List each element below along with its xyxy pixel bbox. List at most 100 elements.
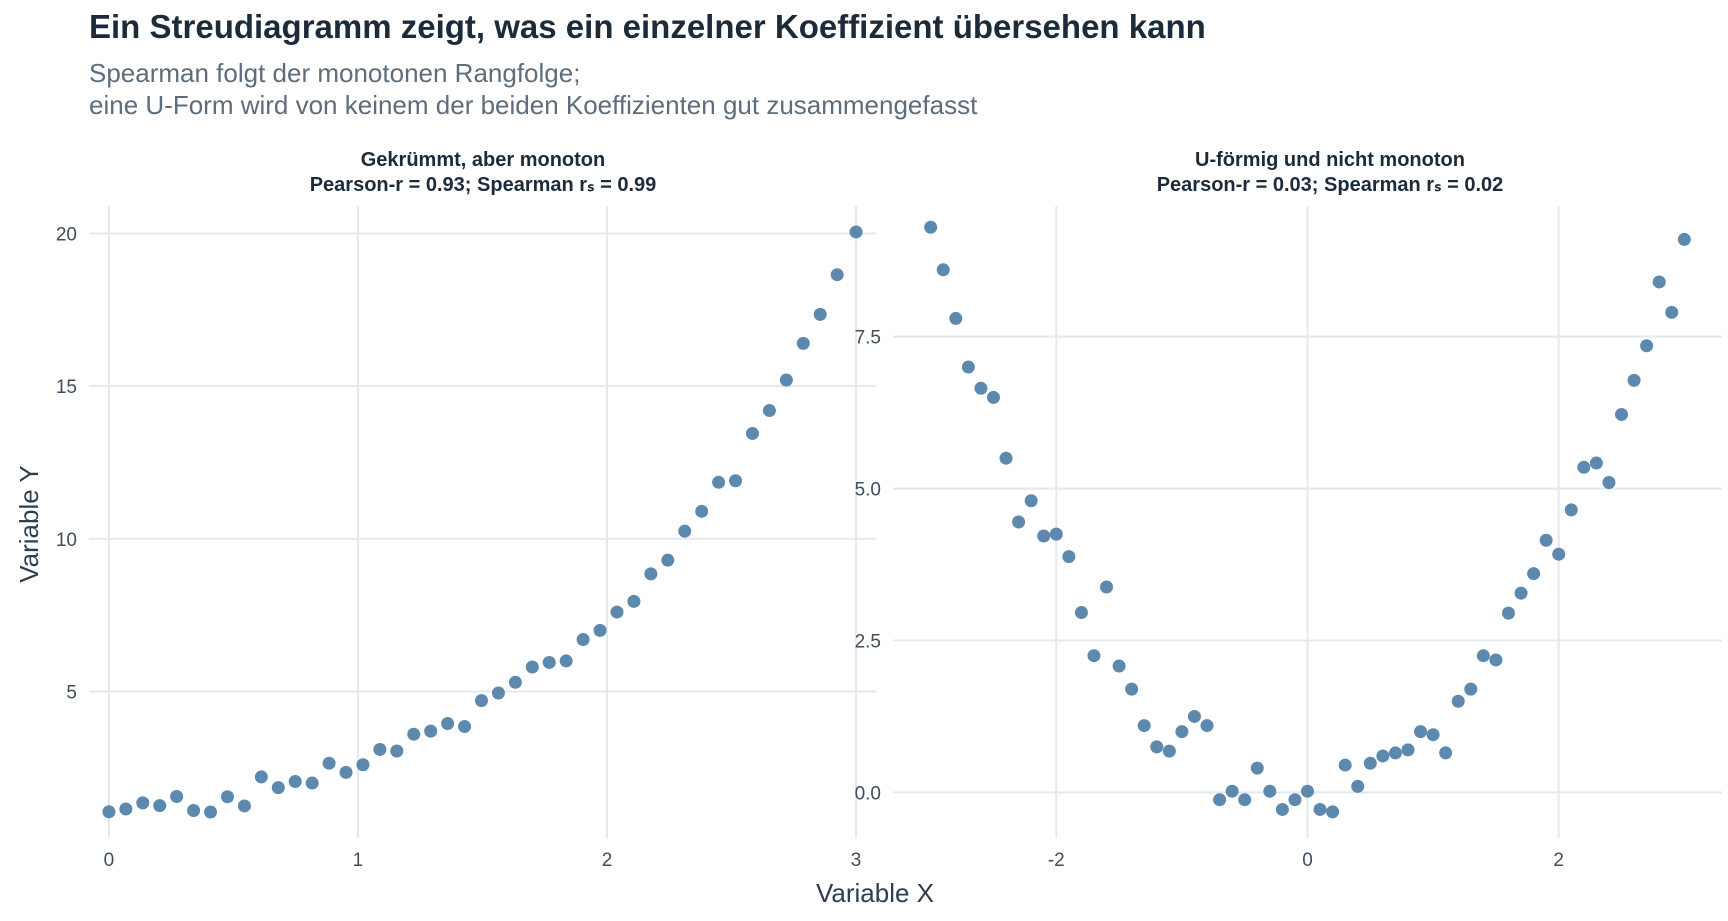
facet-1-data-point (830, 268, 844, 282)
facet-1-data-point (610, 605, 624, 619)
facet-1-y-tick-label: 15 (56, 377, 77, 398)
facet-1-data-point (220, 790, 234, 804)
facet-2-data-point (1426, 728, 1440, 742)
facet-2-data-point (1338, 758, 1352, 772)
facet-2-data-point (1351, 779, 1365, 793)
facet-2-y-tick-label: 2.5 (855, 632, 881, 653)
facet-1-data-point (491, 686, 505, 700)
facet-2-data-point (1451, 694, 1465, 708)
facet-2-data-point (1388, 746, 1402, 760)
facet-2-data-point (1539, 533, 1553, 547)
facet-2-data-point (1665, 305, 1679, 319)
facet-1-data-point (153, 799, 167, 813)
facet-1-data-point (170, 789, 184, 803)
facet-2-data-point (1062, 550, 1076, 564)
facet-2-data-point (1175, 725, 1189, 739)
facet-1-data-point (695, 504, 709, 518)
facet-2-data-point (1087, 649, 1101, 663)
facet-1-data-point (627, 594, 641, 608)
facet-2-data-point (1024, 494, 1038, 508)
facet-1-data-point (407, 727, 421, 741)
facet-1-data-point (593, 623, 607, 637)
facet-1-x-tick-label: 2 (602, 850, 613, 871)
facet-1-data-point (678, 524, 692, 538)
facet-2-title-line-1: U-förmig und nicht monoton (1195, 149, 1465, 171)
facet-1-data-point (779, 373, 793, 387)
facet-2-data-point (1326, 805, 1340, 819)
facet-1-data-point (796, 336, 810, 350)
chart-subtitle-line-1: Spearman folgt der monotonen Rangfolge; (89, 58, 581, 88)
facet-1-x-tick-label: 3 (851, 850, 862, 871)
facet-2-data-point (1313, 802, 1327, 816)
facet-1-y-tick-label: 10 (56, 530, 77, 551)
facet-1-title-line-2: Pearson-r = 0.93; Spearman rₛ = 0.99 (310, 174, 657, 196)
facet-2-data-point (1640, 339, 1654, 353)
facet-1-data-point (729, 474, 743, 488)
y-axis-title: Variable Y (14, 465, 44, 583)
facet-1-data-point (271, 781, 285, 795)
facet-1-data-point (542, 655, 556, 669)
facet-1-x-tick-label: 1 (353, 850, 364, 871)
facet-2-data-point (1615, 407, 1629, 421)
facet-1-data-point (525, 660, 539, 674)
facet-2-data-point (1439, 746, 1453, 760)
facet-1-title-line-1: Gekrümmt, aber monoton (361, 149, 605, 171)
facet-2-data-point (1652, 275, 1666, 289)
facet-1-data-point (339, 765, 353, 779)
facet-1-data-point (390, 744, 404, 758)
facet-2-data-point (949, 311, 963, 325)
facet-2-data-point (961, 360, 975, 374)
facet-2-y-tick-label: 0.0 (855, 783, 881, 804)
chart-subtitle-line-2: eine U-Form wird von keinem der beiden K… (89, 90, 978, 120)
facet-2-data-point (1464, 682, 1478, 696)
facet-1-data-point (305, 776, 319, 790)
facet-1-data-point (712, 475, 726, 489)
facet-1-data-point (762, 404, 776, 418)
facet-2-data-point (1363, 756, 1377, 770)
facet-2-data-point (1514, 586, 1528, 600)
facet-2-data-point (1677, 232, 1691, 246)
facet-2-data-point (1074, 606, 1088, 620)
grid-layer (89, 206, 1722, 838)
facet-1-data-point (373, 742, 387, 756)
facet-2-data-point (1275, 802, 1289, 816)
facet-2-data-point (1414, 725, 1428, 739)
facet-1-data-point (813, 307, 827, 321)
facet-1-y-tick-label: 20 (56, 224, 77, 245)
facet-2-data-point (1100, 580, 1114, 594)
facet-1-data-point (237, 799, 251, 813)
facet-2-data-point (1527, 567, 1541, 581)
facet-2-data-point (1238, 793, 1252, 807)
facet-2-x-tick-label: -2 (1048, 850, 1065, 871)
facet-2-title-line-2: Pearson-r = 0.03; Spearman rₛ = 0.02 (1157, 174, 1504, 196)
facet-2-data-point (1589, 456, 1603, 470)
facet-1-data-point (849, 225, 863, 239)
facet-1-data-point (475, 694, 489, 708)
facet-2-data-point (924, 220, 938, 234)
x-axis-title: Variable X (816, 878, 934, 908)
point-layer (102, 220, 1691, 819)
facet-2-data-point (1162, 744, 1176, 758)
facet-1-data-point (661, 553, 675, 567)
facet-1-data-point (187, 804, 201, 818)
facet-2-data-point (1602, 476, 1616, 489)
facet-2-data-point (1250, 761, 1264, 775)
facet-1-x-tick-label: 0 (104, 850, 115, 871)
facet-2-data-point (974, 381, 988, 395)
facet-2-data-point (1225, 784, 1239, 798)
facet-2-data-point (1564, 503, 1578, 517)
facet-2-data-point (1301, 784, 1314, 798)
facet-1-data-point (204, 805, 218, 819)
chart-title: Ein Streudiagramm zeigt, was ein einzeln… (89, 8, 1206, 45)
facet-2-data-point (1288, 793, 1302, 807)
tick-layer: 0 1 2 3 5 10 15 20 -2 0 2 0.0 2.5 5.0 7.5 (56, 224, 1564, 871)
facet-2-data-point (1476, 649, 1490, 663)
facet-2-y-tick-label: 7.5 (855, 328, 881, 349)
facet-1-data-point (745, 426, 759, 440)
facet-2-data-point (999, 451, 1013, 465)
facet-1-data-point (136, 796, 150, 810)
facet-1-y-tick-label: 5 (66, 682, 77, 703)
facet-1-data-point (356, 758, 370, 772)
facet-1-data-point (288, 775, 302, 789)
